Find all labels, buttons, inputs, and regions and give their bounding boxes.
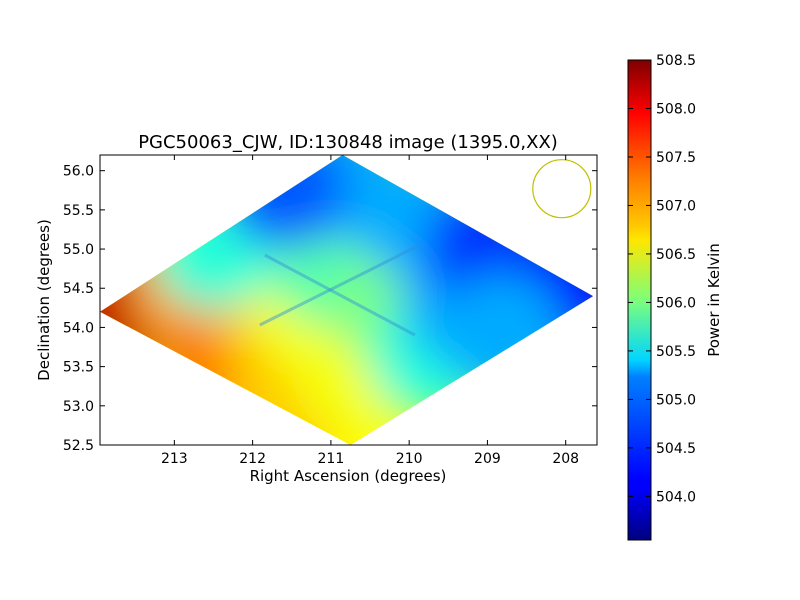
- scan-feature: [264, 253, 416, 337]
- colorbar-tick-label: 504.0: [656, 489, 696, 505]
- y-tick-label: 55.5: [63, 203, 94, 219]
- y-tick-label: 54.5: [63, 281, 94, 297]
- y-tick-label: 52.5: [63, 438, 94, 454]
- y-tick-label: 56.0: [63, 164, 94, 180]
- x-tick-label: 212: [239, 451, 266, 467]
- heatmap-sample: [151, 187, 276, 312]
- colorbar: 504.0 504.5 505.0 505.5 506.0 506.5 507.0 507.5…: [627, 53, 723, 541]
- heatmap-image: [100, 155, 594, 445]
- x-tick-label: 210: [396, 451, 423, 467]
- colorbar-gradient: [627, 59, 652, 541]
- colorbar-tick-label: 507.0: [656, 198, 696, 214]
- plot-area-frame: [99, 154, 598, 446]
- colorbar-tick-label: 507.5: [656, 150, 696, 166]
- x-tick-label: 209: [474, 451, 501, 467]
- beam-circle: [532, 159, 592, 219]
- x-tick-label: 211: [318, 451, 345, 467]
- y-tick-label: 53.0: [63, 399, 94, 415]
- y-axis-label: Declination (degrees): [35, 219, 53, 381]
- colorbar-tick-label: 508.0: [656, 101, 696, 117]
- colorbar-tick-label: 508.5: [656, 53, 696, 69]
- x-axis: 213 212 211 210 209 208: [161, 155, 579, 467]
- colorbar-tick-label: 505.5: [656, 344, 696, 360]
- y-tick-label: 53.5: [63, 360, 94, 376]
- y-axis: 52.5 53.0 53.5 54.0 54.5 55.0 55.5 56.0: [63, 164, 597, 454]
- colorbar-tick-label: 504.5: [656, 441, 696, 457]
- colorbar-tick-label: 505.0: [656, 392, 696, 408]
- y-tick-label: 55.0: [63, 242, 94, 258]
- scan-feature: [259, 243, 421, 327]
- x-axis-label: Right Ascension (degrees): [250, 467, 447, 485]
- x-tick-label: 213: [161, 451, 188, 467]
- colorbar-label: Power in Kelvin: [705, 243, 723, 357]
- x-tick-label: 208: [552, 451, 579, 467]
- heatmap-sample: [441, 273, 566, 398]
- chart-title: PGC50063_CJW, ID:130848 image (1395.0,XX…: [138, 132, 558, 153]
- y-tick-label: 54.0: [63, 320, 94, 336]
- colorbar-ticks: 504.0 504.5 505.0 505.5 506.0 506.5 507.0 507.5…: [628, 53, 696, 505]
- colorbar-tick-label: 506.5: [656, 247, 696, 263]
- colorbar-tick-label: 506.0: [656, 295, 696, 311]
